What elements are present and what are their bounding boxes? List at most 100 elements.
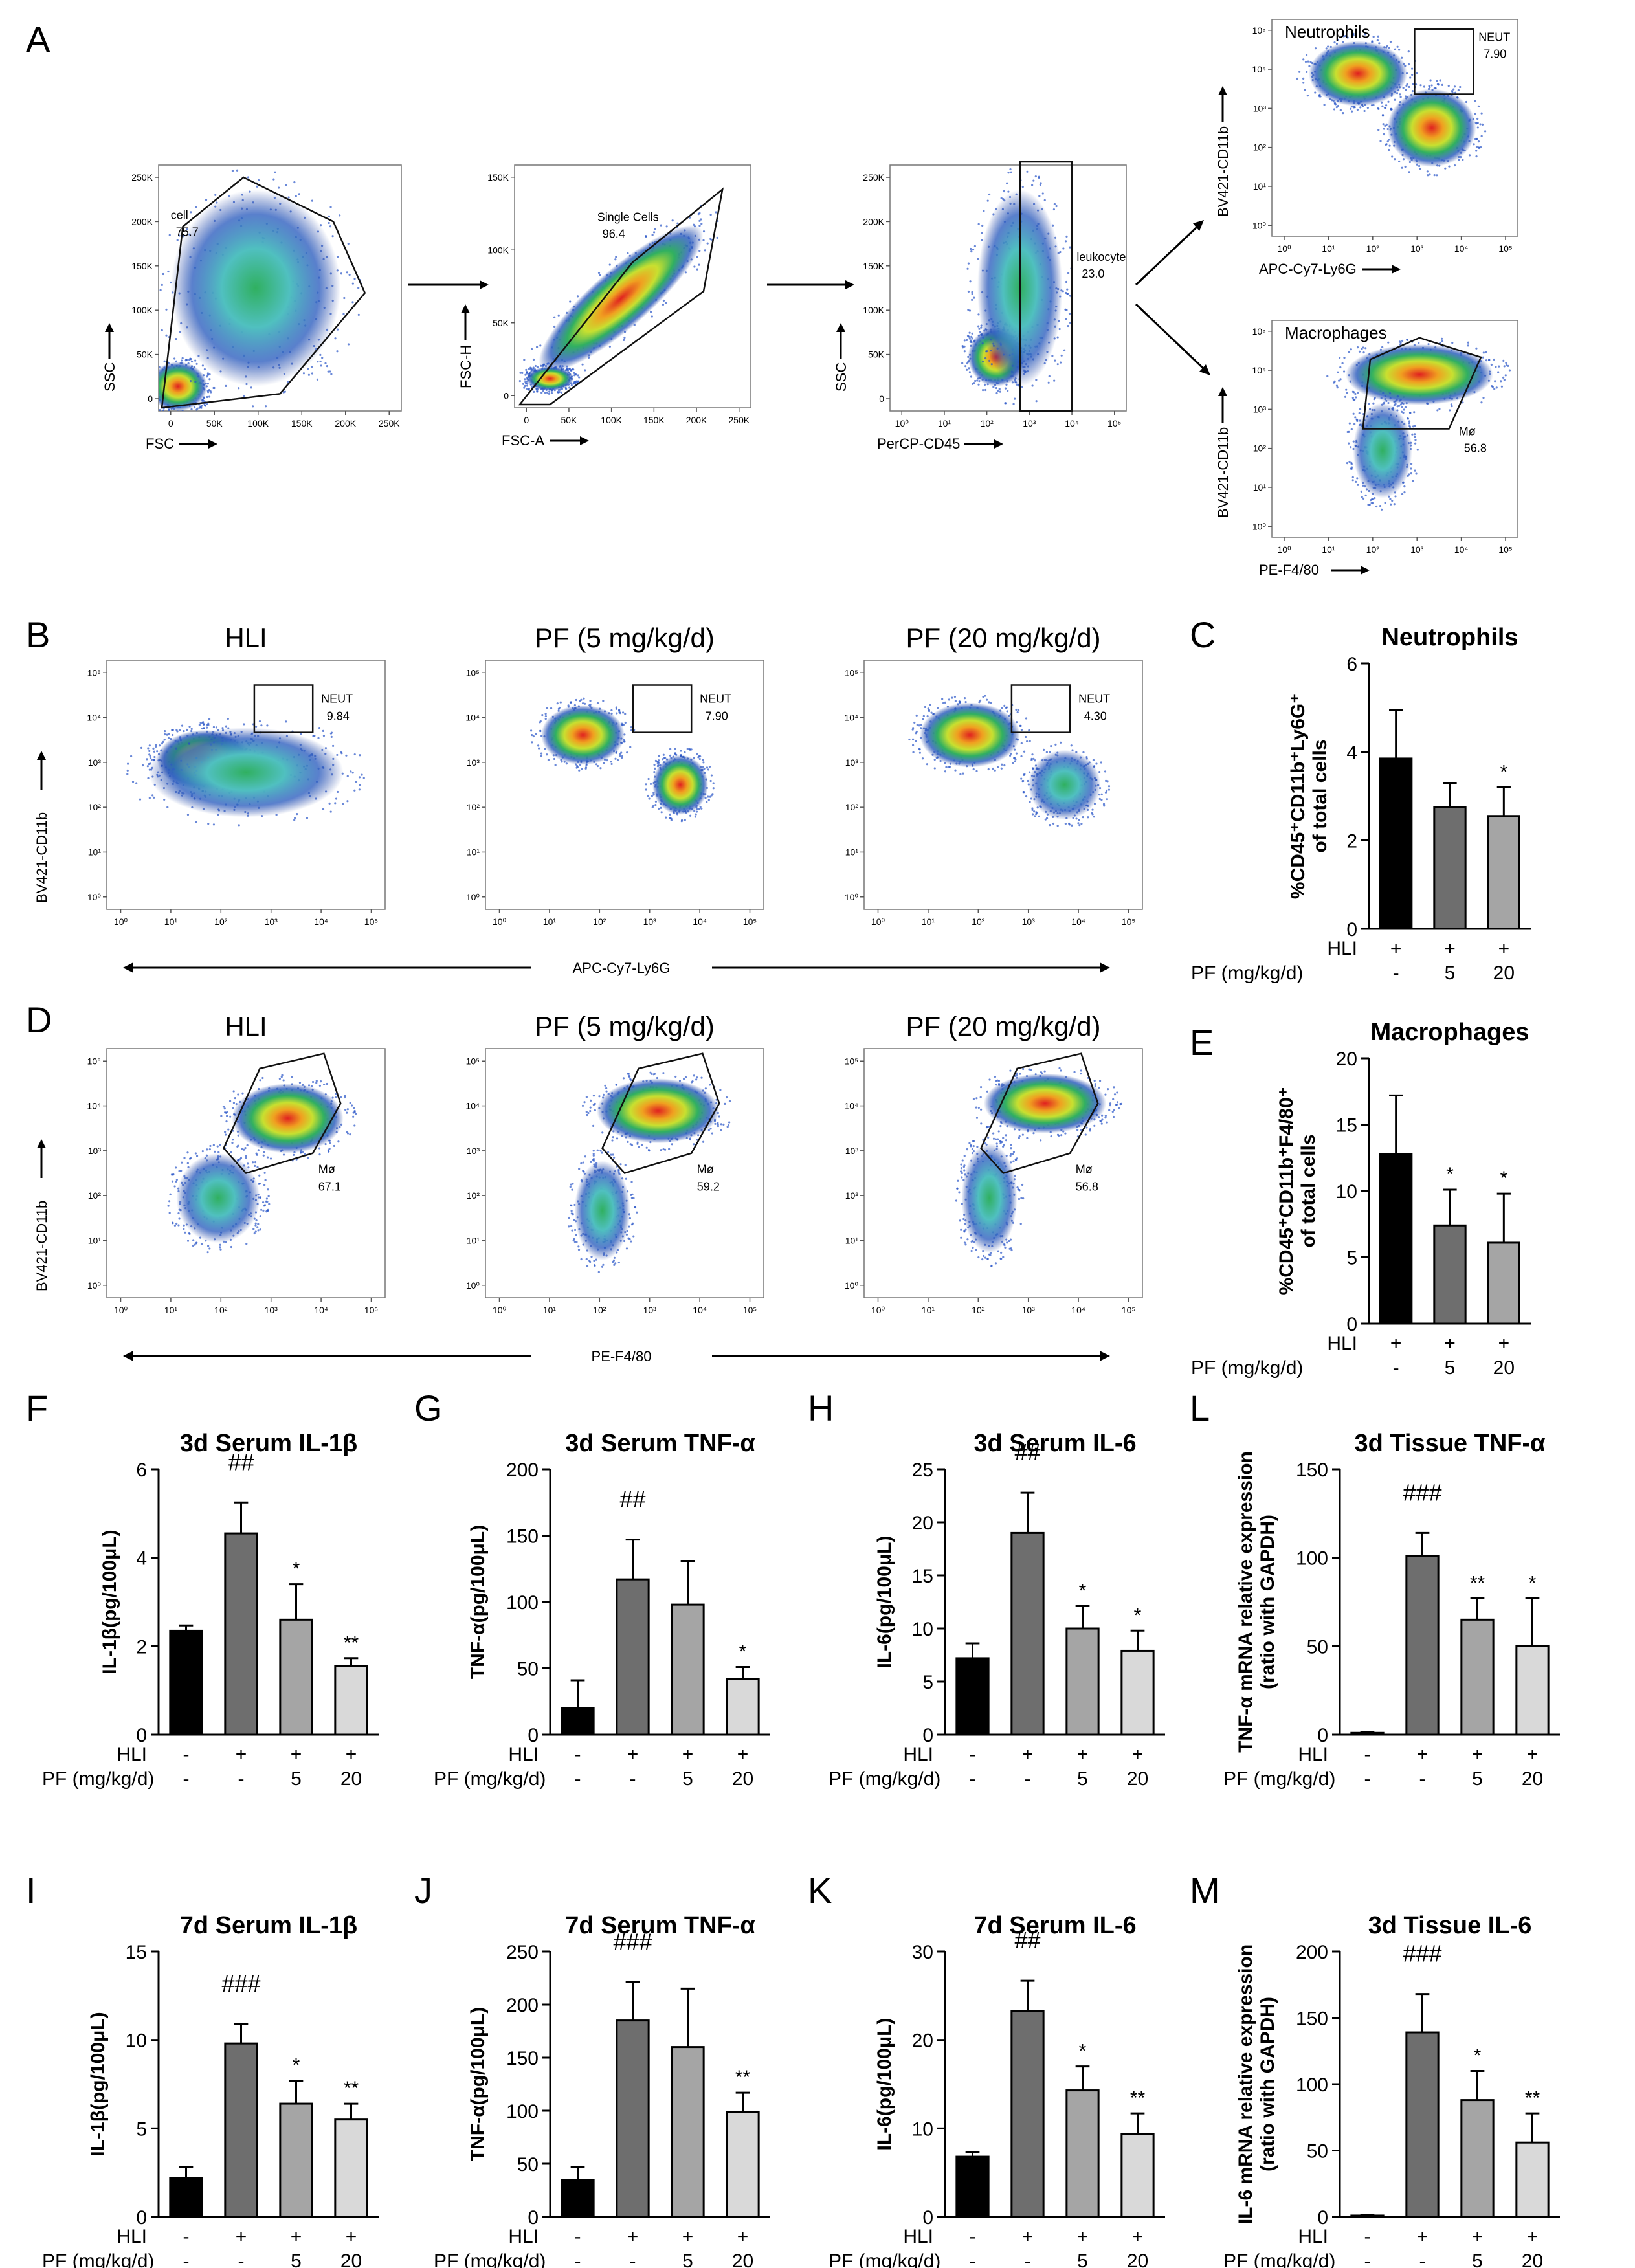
y-tick-label: 150 xyxy=(506,1526,539,1548)
hli-row-label: HLI xyxy=(1298,1744,1328,1765)
pf-value: 5 xyxy=(1472,2251,1483,2268)
pf-value: - xyxy=(1419,1768,1426,1790)
gate-value: 9.84 xyxy=(327,709,350,722)
x-tick-label: 10¹ xyxy=(938,418,951,428)
y-tick-label: 50 xyxy=(1307,2141,1328,2162)
y-tick-label: 10⁰ xyxy=(87,892,102,902)
x-tick-label: 10² xyxy=(593,917,606,927)
hli-value: - xyxy=(1364,1744,1371,1765)
gate xyxy=(1010,684,1071,733)
y-tick-label: 0 xyxy=(1317,2207,1328,2229)
significance-marker: * xyxy=(1079,1581,1087,1602)
x-tick-label: 10⁰ xyxy=(871,1305,885,1315)
bar xyxy=(1010,1531,1045,1736)
significance-marker: ** xyxy=(1130,2087,1146,2109)
y-tick-label: 100K xyxy=(487,245,509,255)
y-tick-label: 10 xyxy=(1336,1181,1357,1203)
panel-label-H: H xyxy=(808,1388,834,1429)
x-tick-label: 50K xyxy=(206,418,223,428)
hli-value: + xyxy=(236,1744,247,1765)
y-tick-label: 10 xyxy=(912,2118,933,2140)
y-tick-label: 50 xyxy=(517,2154,539,2175)
panel-label-E: E xyxy=(1190,1022,1214,1063)
hli-value: + xyxy=(1390,1333,1402,1354)
pf-value: 5 xyxy=(1077,2251,1088,2268)
pf-value: 5 xyxy=(682,2251,693,2268)
y-tick-label: 0 xyxy=(504,390,509,401)
hash-marker: ### xyxy=(1403,1940,1441,1967)
pf-value: 20 xyxy=(1127,2251,1148,2268)
hli-value: + xyxy=(1132,1744,1144,1765)
flow-plot-title: Neutrophils xyxy=(1285,22,1370,41)
y-tick-label: 100 xyxy=(506,1592,539,1614)
pf-value: - xyxy=(238,2251,245,2268)
y-tick-label: 10³ xyxy=(1253,103,1267,113)
hli-value: - xyxy=(575,1744,581,1765)
y-tick-label: 10⁴ xyxy=(1252,64,1266,74)
hli-row-label: HLI xyxy=(508,2226,539,2247)
bar xyxy=(561,1707,595,1736)
y-tick-label: 250K xyxy=(863,172,884,183)
pf-value: 20 xyxy=(1522,1768,1543,1790)
y-tick-label: 10¹ xyxy=(467,847,480,857)
y-tick-label: 5 xyxy=(1346,1248,1357,1269)
y-tick-label: 10⁴ xyxy=(465,1101,480,1111)
y-tick-label: 10³ xyxy=(467,1146,480,1156)
y-tick-label: 150 xyxy=(506,2048,539,2069)
hli-row-label: HLI xyxy=(1327,1333,1357,1354)
flow-ticks: 10⁰ 10¹ 10² 10³ 10⁴ 10⁵ 10⁰ 10¹ 10² 10³ 10⁴ 10⁵ xyxy=(87,1056,378,1315)
x-tick-label: 10⁵ xyxy=(1498,544,1512,555)
gate-name: NEUT xyxy=(321,692,353,705)
y-tick-label: 10² xyxy=(1253,142,1267,153)
gating-arrow xyxy=(1135,225,1199,286)
hli-value: + xyxy=(236,2226,247,2247)
bar-chart-L: 3d Tissue TNF-α 0 50 100 150 TNF-α mRNA relat… xyxy=(1223,1430,1560,1790)
hli-value: - xyxy=(1364,2226,1371,2247)
bar xyxy=(169,2177,203,2218)
hli-row-label: HLI xyxy=(117,2226,147,2247)
pf-value: - xyxy=(238,1768,245,1790)
y-tick-label: 10³ xyxy=(1253,404,1267,414)
gating-arrow xyxy=(408,280,489,289)
x-tick-label: 10¹ xyxy=(922,917,935,927)
x-tick-label: 10⁴ xyxy=(1071,1305,1085,1315)
x-tick-label: 10⁵ xyxy=(1122,917,1135,927)
y-tick-label: 0 xyxy=(148,394,153,404)
bar-chart-I: 7d Serum IL-1β 0 5 10 15 IL-1β(pg/100μL) - - ###… xyxy=(42,1912,379,2268)
x-tick-label: 10⁰ xyxy=(1277,243,1291,254)
hash-marker: ### xyxy=(613,1929,652,1955)
bar xyxy=(279,1618,313,1736)
bar xyxy=(334,2118,368,2218)
y-tick-label: 15 xyxy=(912,1566,933,1587)
hli-value: + xyxy=(1077,2226,1089,2247)
y-tick-label: 50K xyxy=(868,350,885,360)
hli-value: + xyxy=(1498,938,1510,959)
y-tick-label: 5 xyxy=(922,1672,933,1693)
y-axis-label: TNF-α mRNA relative expression xyxy=(1235,1451,1256,1753)
significance-marker: * xyxy=(739,1641,747,1662)
significance-marker: ** xyxy=(735,2067,751,2088)
pf-row-label: PF (mg/kg/d) xyxy=(434,2251,546,2268)
x-tick-label: 200K xyxy=(335,418,356,428)
y-tick-label: 10 xyxy=(126,2030,147,2052)
bar-chart-E: Macrophages 0 5 10 15 20 %CD45⁺CD11b⁺F4/80⁺ of … xyxy=(1191,1019,1531,1379)
y-axis-label: %CD45⁺CD11b⁺F4/80⁺ xyxy=(1276,1087,1297,1295)
y-tick-label: 10² xyxy=(88,1190,102,1201)
flow-x-label: FSC-A xyxy=(502,432,544,449)
hli-value: + xyxy=(737,1744,749,1765)
gate xyxy=(161,176,366,409)
hli-value: + xyxy=(1022,1744,1034,1765)
flow-y-label: BV421-CD11b xyxy=(1215,427,1231,518)
bar xyxy=(1065,2089,1100,2218)
x-tick-label: 10⁰ xyxy=(493,1305,507,1315)
pf-value: 20 xyxy=(1522,2251,1543,2268)
flow-ticks: 10⁰ 10¹ 10² 10³ 10⁴ 10⁵ 10⁰ 10¹ 10² 10³ 10⁴ 10⁵ xyxy=(1252,326,1512,555)
hli-value: + xyxy=(737,2226,749,2247)
flow-plot-title: Macrophages xyxy=(1285,323,1387,342)
x-tick-label: 10¹ xyxy=(543,1305,557,1315)
y-tick-label: 6 xyxy=(136,1460,147,1481)
y-tick-label: 10¹ xyxy=(845,1235,859,1245)
hash-marker: ## xyxy=(228,1449,254,1475)
